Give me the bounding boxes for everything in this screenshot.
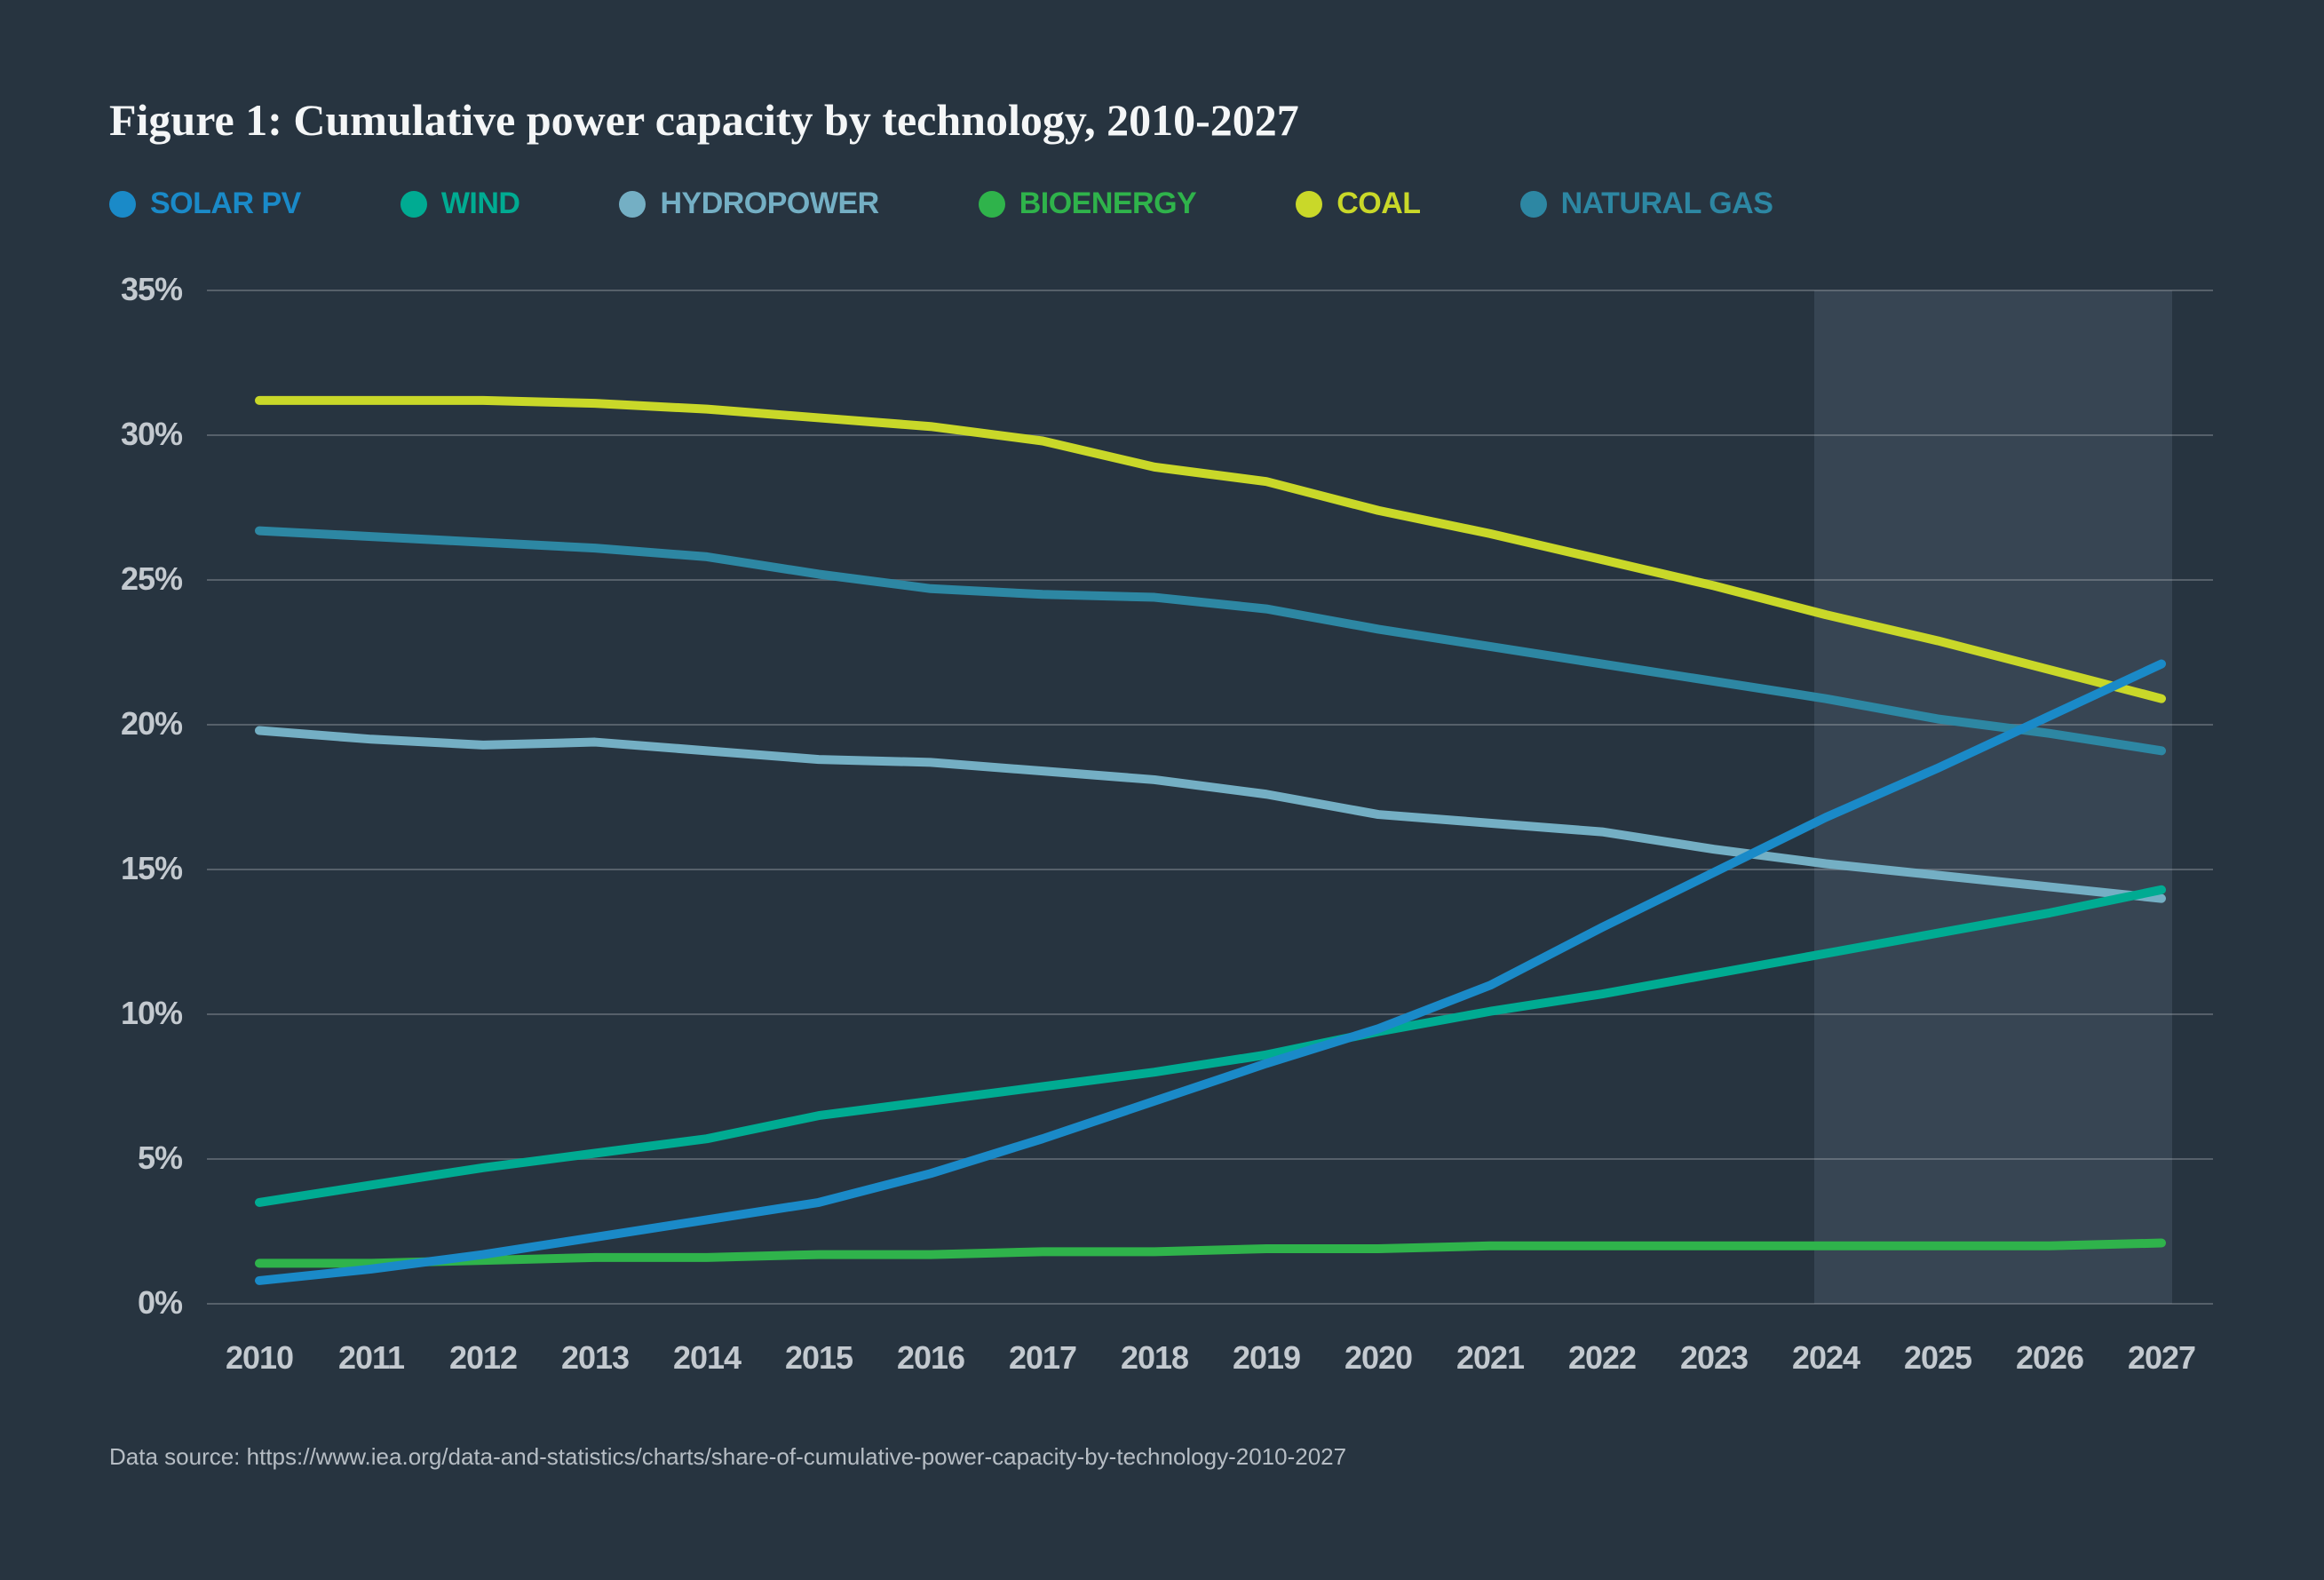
y-axis-tick-label: 10%	[120, 995, 183, 1031]
legend-label: HYDROPOWER	[660, 187, 879, 220]
series-line-hydropower	[255, 726, 2166, 903]
legend-item-wind: WIND	[400, 187, 520, 221]
legend-dot-icon	[1519, 190, 1547, 218]
legend-dot-icon	[978, 190, 1005, 218]
legend-label: NATURAL GAS	[1560, 187, 1773, 220]
legend-label: BIOENERGY	[1019, 187, 1197, 220]
y-axis-tick-label: 5%	[137, 1139, 183, 1176]
legend-label: COAL	[1336, 187, 1421, 220]
y-axis-tick-label: 35%	[120, 271, 183, 307]
x-axis-tick-label: 2025	[1903, 1339, 1972, 1376]
x-axis-tick-label: 2020	[1344, 1339, 1413, 1376]
x-axis-tick-label: 2019	[1232, 1339, 1301, 1376]
x-axis-tick-label: 2017	[1008, 1339, 1077, 1376]
x-axis-tick-label: 2024	[1791, 1339, 1860, 1376]
x-axis-tick-label: 2018	[1120, 1339, 1189, 1376]
legend-dot-icon	[619, 190, 646, 218]
series-line-coal	[255, 395, 2166, 703]
legend-dot-icon	[109, 190, 136, 218]
x-axis-tick-label: 2021	[1455, 1339, 1525, 1376]
legend-item-bioenergy: BIOENERGY	[978, 187, 1197, 221]
legend-item-natural-gas: NATURAL GAS	[1519, 187, 1773, 221]
x-axis-tick-label: 2023	[1679, 1339, 1749, 1376]
y-axis-tick-label: 20%	[120, 705, 183, 742]
legend-label: SOLAR PV	[150, 187, 301, 220]
x-axis-tick-label: 2010	[225, 1339, 294, 1376]
series-line-bioenergy	[255, 1238, 2166, 1268]
legend-item-coal: COAL	[1296, 187, 1421, 221]
legend-dot-icon	[400, 190, 427, 218]
x-axis-tick-label: 2011	[337, 1339, 405, 1376]
series-line-natural-gas	[255, 526, 2166, 756]
x-axis-tick-label: 2014	[672, 1339, 742, 1376]
x-axis-tick-label: 2022	[1567, 1339, 1637, 1376]
x-axis-tick-label: 2016	[896, 1339, 965, 1376]
y-axis-tick-label: 25%	[120, 560, 183, 597]
legend-label: WIND	[440, 187, 520, 220]
x-axis-tick-label: 2027	[2127, 1339, 2196, 1376]
y-axis-tick-label: 15%	[120, 850, 183, 886]
legend-dot-icon	[1296, 190, 1323, 218]
series-line-solar-pv	[255, 659, 2166, 1285]
legend-item-solar-pv: SOLAR PV	[109, 187, 301, 221]
legend-item-hydropower: HYDROPOWER	[619, 187, 879, 221]
x-axis-tick-label: 2012	[448, 1339, 518, 1376]
x-axis-tick-label: 2013	[560, 1339, 630, 1376]
series-line-wind	[255, 885, 2166, 1207]
x-axis-tick-label: 2026	[2015, 1339, 2084, 1376]
figure-title: Figure 1: Cumulative power capacity by t…	[109, 95, 1299, 145]
x-axis-tick-label: 2015	[784, 1339, 853, 1376]
y-axis-tick-label: 0%	[137, 1284, 183, 1321]
data-source-note: Data source: https://www.iea.org/data-an…	[109, 1443, 1347, 1470]
chart-legend: SOLAR PV WIND HYDROPOWER BIOENERGY COAL NATUR…	[109, 187, 1773, 221]
y-axis-tick-label: 30%	[120, 416, 183, 452]
